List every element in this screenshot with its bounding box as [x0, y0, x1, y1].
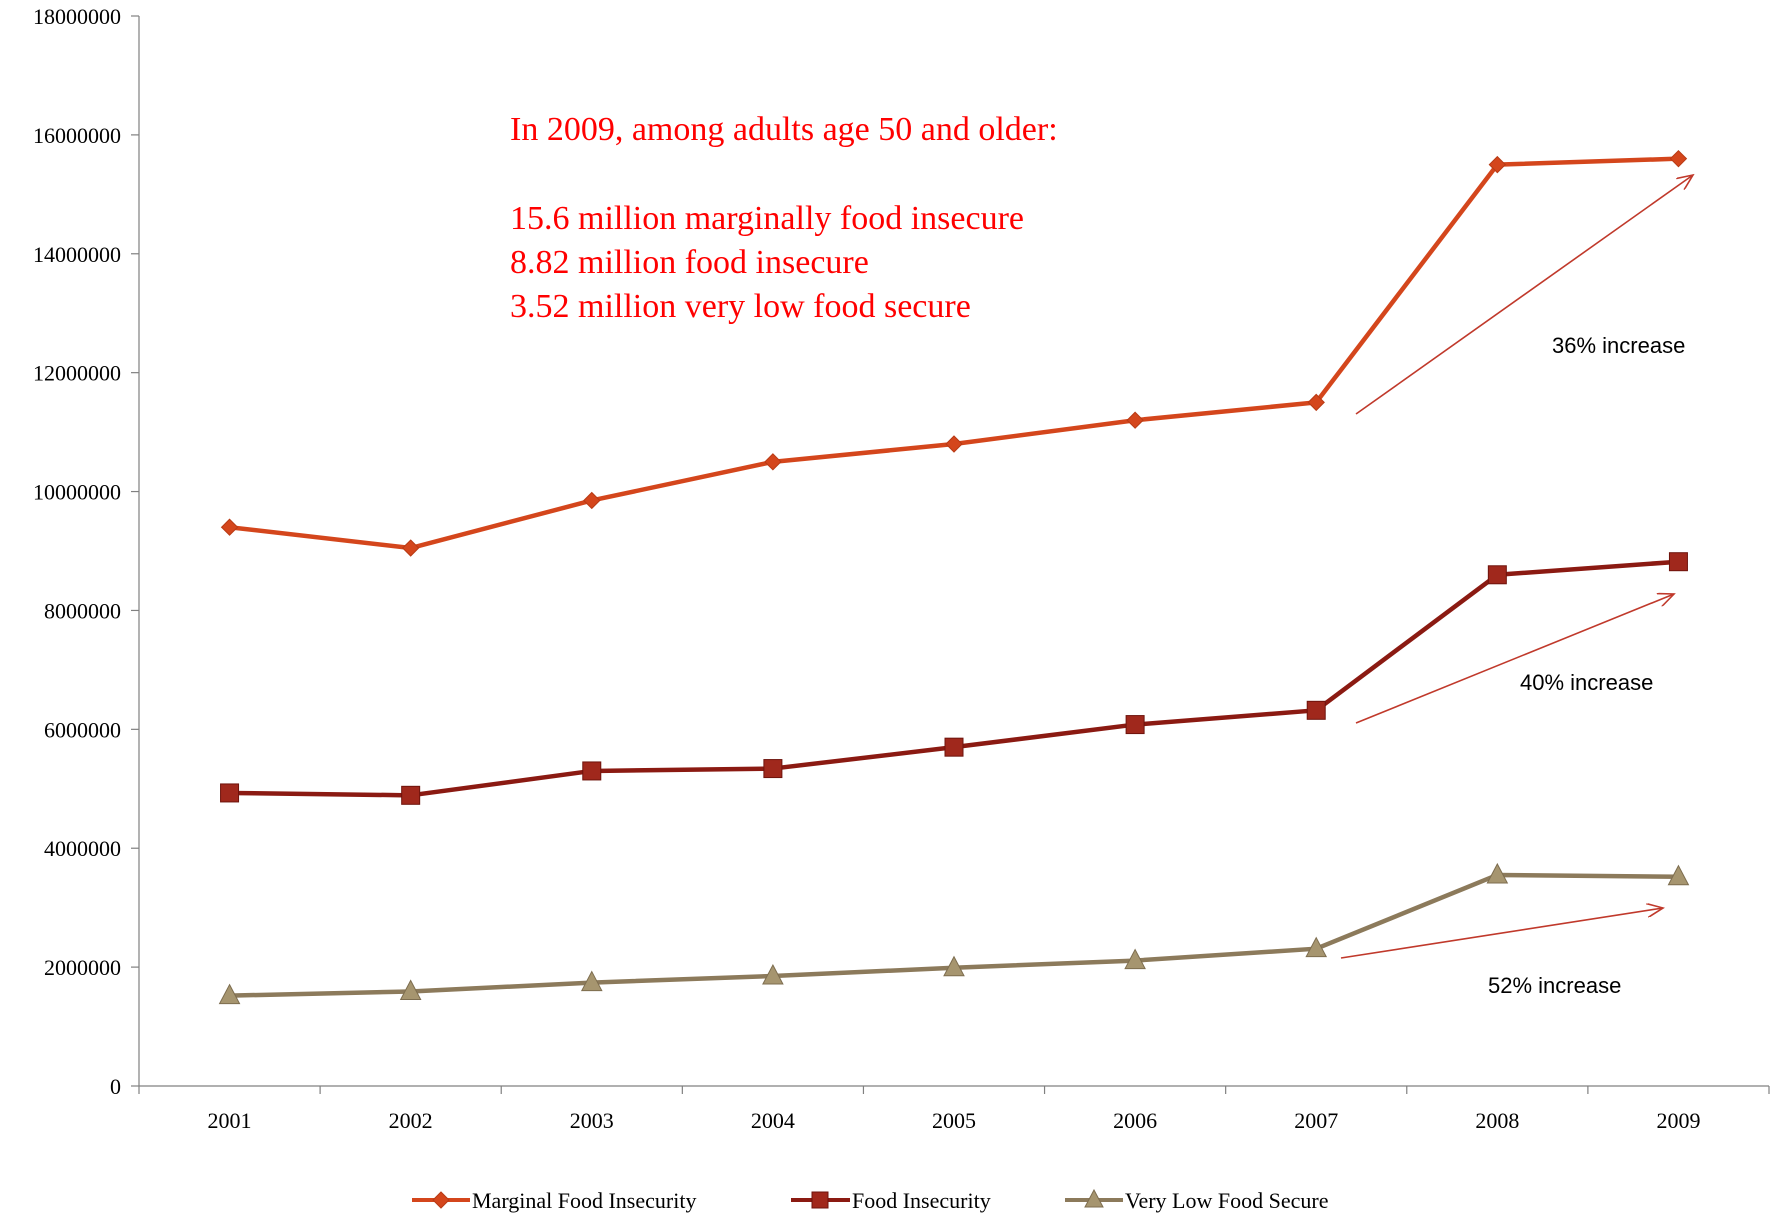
data-point-triangle — [218, 983, 241, 1005]
series-very-low-food-secure — [218, 862, 1690, 1005]
data-point-diamond — [1488, 155, 1507, 174]
annotation-line: 15.6 million marginally food insecure — [510, 200, 1024, 237]
data-point-triangle — [1124, 948, 1146, 970]
x-tick-label: 2009 — [1656, 1108, 1700, 1133]
legend: Marginal Food Insecurity Food Insecurity… — [412, 1188, 1328, 1213]
y-tick-label: 8000000 — [44, 598, 121, 623]
y-tick-label: 2000000 — [44, 955, 121, 980]
x-tick-label: 2003 — [570, 1108, 614, 1133]
axes: 0 2000000 4000000 6000000 8000000 10000000 120… — [33, 4, 1770, 1133]
data-point-square — [401, 785, 421, 805]
data-point-triangle — [943, 955, 965, 977]
data-point-diamond — [220, 518, 239, 536]
data-point-square — [944, 737, 964, 757]
legend-label: Food Insecurity — [852, 1188, 991, 1213]
y-tick-label: 16000000 — [33, 123, 121, 148]
data-point-triangle — [1486, 862, 1509, 884]
trend-arrow-food-insecurity — [1355, 594, 1674, 724]
trend-arrow-marginal — [1355, 175, 1693, 415]
data-point-square — [1668, 552, 1688, 572]
data-point-triangle — [1305, 936, 1328, 958]
x-tick-label: 2007 — [1294, 1108, 1338, 1133]
data-point-square — [220, 783, 240, 803]
diamond-marker-icon — [432, 1191, 450, 1209]
data-point-triangle — [399, 979, 422, 1000]
increase-label: 52% increase — [1488, 973, 1621, 998]
x-tick-label: 2004 — [751, 1108, 795, 1133]
data-point-diamond — [1307, 393, 1325, 412]
x-tick-label: 2001 — [208, 1108, 252, 1133]
data-point-diamond — [764, 453, 782, 471]
annotation-block: In 2009, among adults age 50 and older: … — [510, 111, 1058, 325]
data-point-triangle — [1667, 864, 1690, 886]
data-point-square — [582, 761, 602, 781]
trend-arrows — [1340, 175, 1693, 959]
data-point-diamond — [583, 491, 601, 510]
series-line — [229, 872, 1679, 998]
series-layer — [218, 149, 1690, 1005]
legend-label: Very Low Food Secure — [1125, 1188, 1328, 1213]
x-tick-label: 2006 — [1113, 1108, 1157, 1133]
y-tick-label: 0 — [110, 1074, 121, 1099]
triangle-marker-icon — [1084, 1188, 1104, 1208]
y-tick-label: 14000000 — [33, 242, 121, 267]
series-marginal-food-insecurity — [220, 149, 1688, 557]
data-point-diamond — [1669, 149, 1688, 168]
y-tick-label: 18000000 — [33, 4, 121, 29]
y-tick-label: 4000000 — [44, 836, 121, 861]
legend-label: Marginal Food Insecurity — [472, 1188, 696, 1213]
legend-item-very-low: Very Low Food Secure — [1065, 1188, 1328, 1213]
data-point-square — [763, 759, 783, 779]
increase-label: 36% increase — [1552, 333, 1685, 358]
data-point-square — [1125, 715, 1145, 735]
data-point-triangle — [580, 970, 603, 992]
series-food-insecurity — [220, 552, 1688, 805]
data-point-diamond — [401, 539, 420, 557]
increase-label: 40% increase — [1520, 670, 1653, 695]
legend-item-food-insecurity: Food Insecurity — [791, 1188, 991, 1213]
annotation-line: 3.52 million very low food secure — [510, 288, 971, 325]
x-tick-label: 2005 — [932, 1108, 976, 1133]
y-tick-label: 10000000 — [33, 480, 121, 505]
data-point-diamond — [1126, 411, 1144, 429]
data-point-square — [1487, 565, 1507, 585]
annotation-line: 8.82 million food insecure — [510, 244, 869, 281]
data-point-diamond — [945, 435, 963, 453]
y-tick-label: 6000000 — [44, 717, 121, 742]
trend-arrow-very-low — [1340, 908, 1663, 959]
x-tick-label: 2002 — [389, 1108, 433, 1133]
square-marker-icon — [811, 1191, 829, 1209]
legend-item-marginal: Marginal Food Insecurity — [412, 1188, 696, 1213]
y-tick-label: 12000000 — [33, 361, 121, 386]
data-point-square — [1306, 700, 1326, 720]
data-point-triangle — [762, 963, 784, 985]
annotation-line: In 2009, among adults age 50 and older: — [510, 111, 1058, 148]
series-line — [229, 559, 1679, 798]
x-tick-label: 2008 — [1475, 1108, 1519, 1133]
